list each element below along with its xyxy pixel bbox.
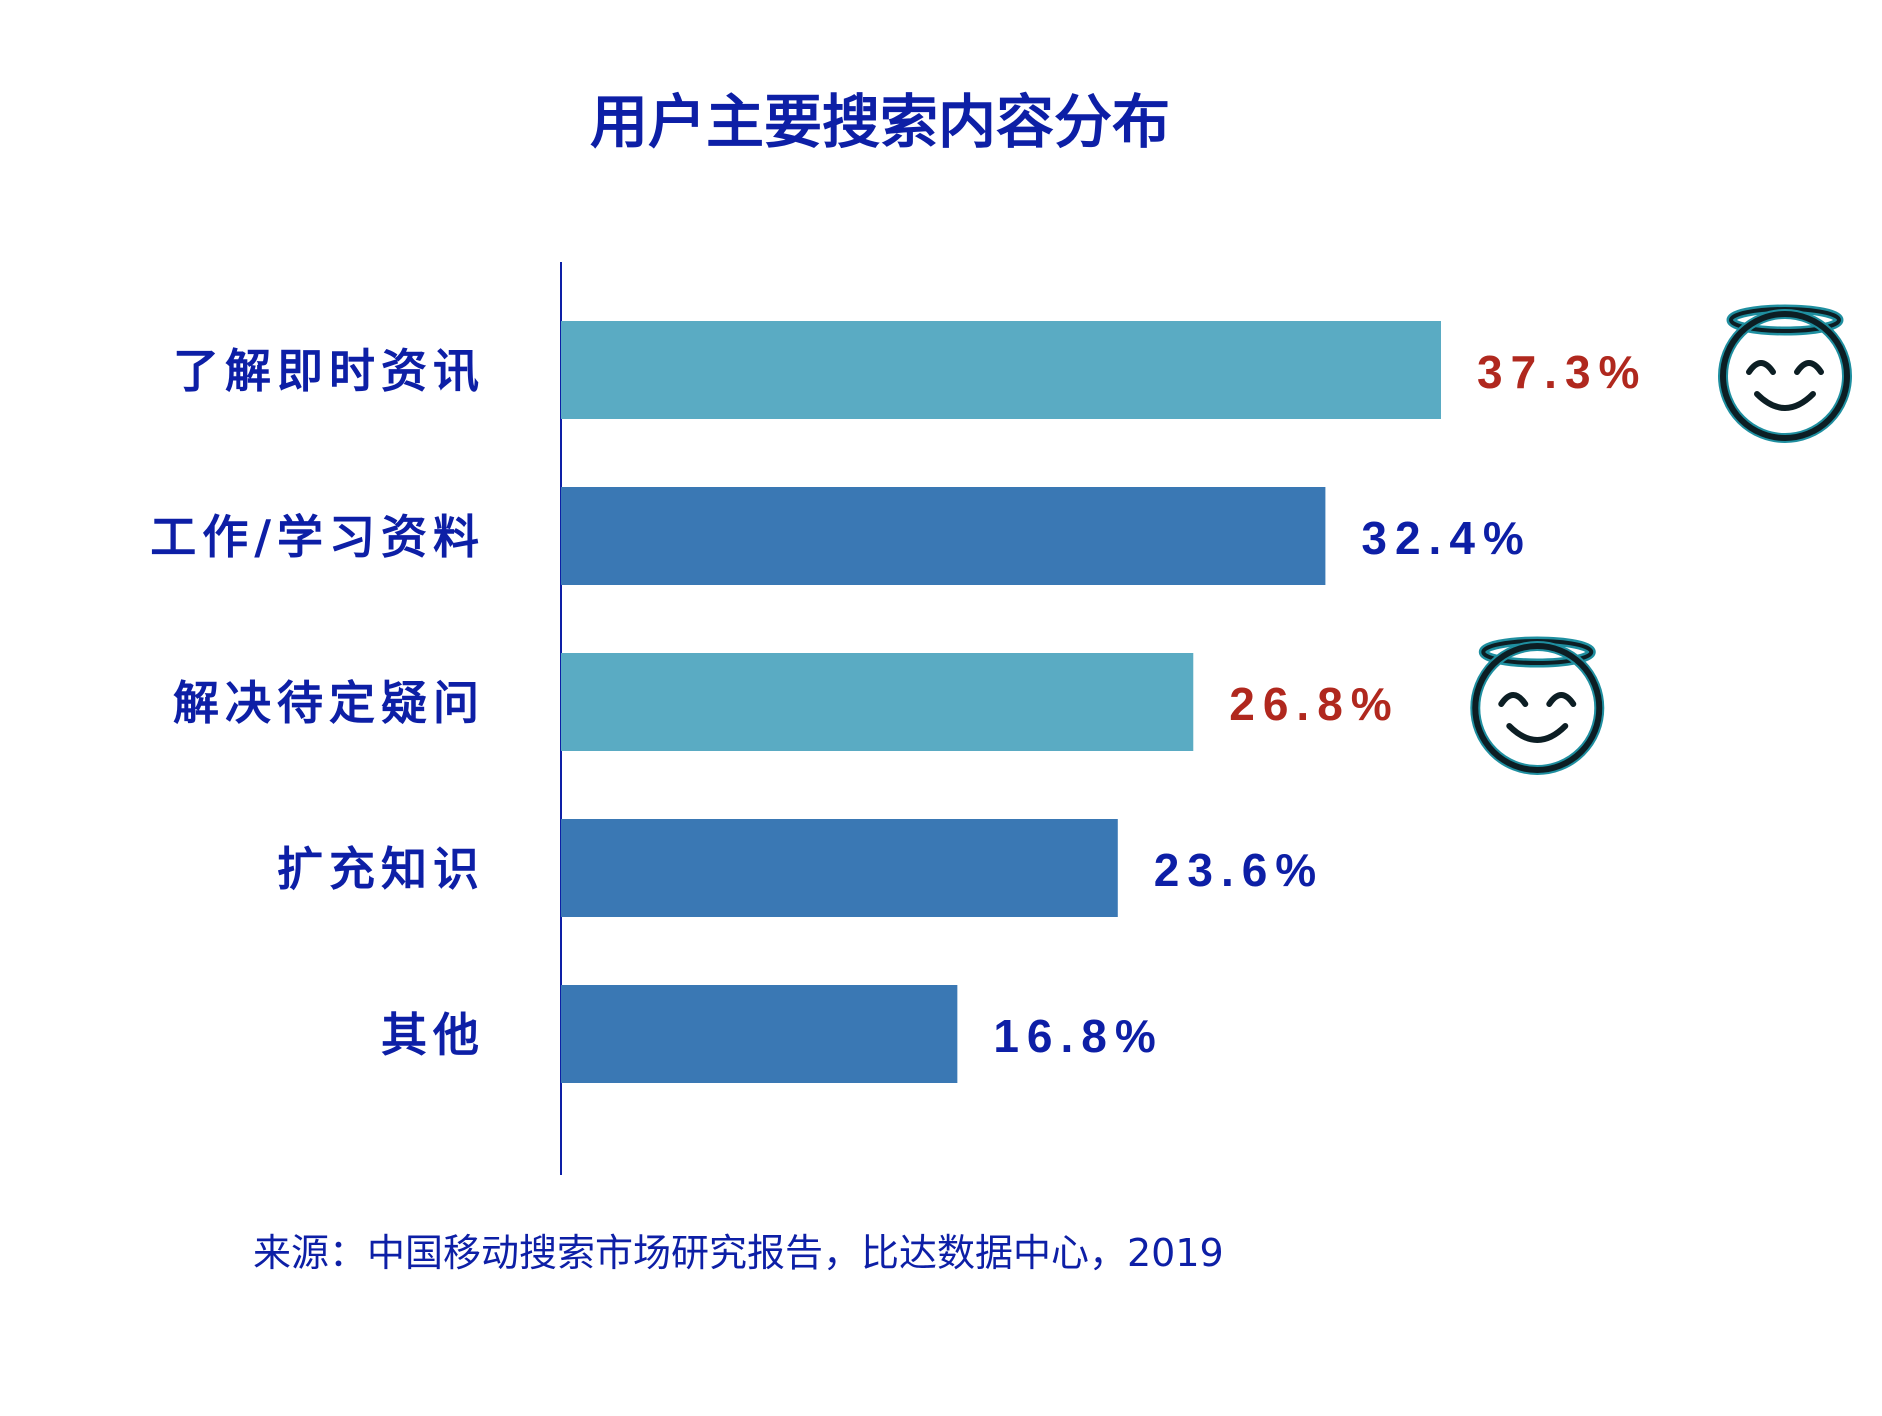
bar — [561, 321, 1441, 419]
source-note: 来源：中国移动搜索市场研究报告，比达数据中心，2019 — [253, 1231, 1224, 1275]
category-label: 工作/学习资料 — [150, 510, 485, 564]
value-label: 26.8% — [1229, 678, 1399, 730]
category-label: 其他 — [381, 1008, 485, 1062]
bar — [561, 653, 1194, 751]
smile-halo-icon — [1718, 304, 1852, 443]
value-label: 32.4% — [1361, 512, 1531, 564]
chart-title: 用户主要搜索内容分布 — [590, 88, 1170, 156]
value-label: 16.8% — [993, 1010, 1163, 1062]
category-label: 了解即时资讯 — [173, 344, 485, 398]
bar — [561, 819, 1118, 917]
bar — [561, 487, 1326, 585]
value-label: 23.6% — [1154, 844, 1324, 896]
category-label: 扩充知识 — [277, 842, 485, 896]
value-label: 37.3% — [1477, 346, 1647, 398]
bars-layer: 了解即时资讯 37.3% 工作/学习资料 32.4% 解决待定疑问 26.8% 扩充知识 23… — [150, 304, 1852, 1083]
bar — [561, 985, 958, 1083]
category-label: 解决待定疑问 — [173, 676, 485, 730]
smile-halo-icon — [1470, 636, 1605, 775]
